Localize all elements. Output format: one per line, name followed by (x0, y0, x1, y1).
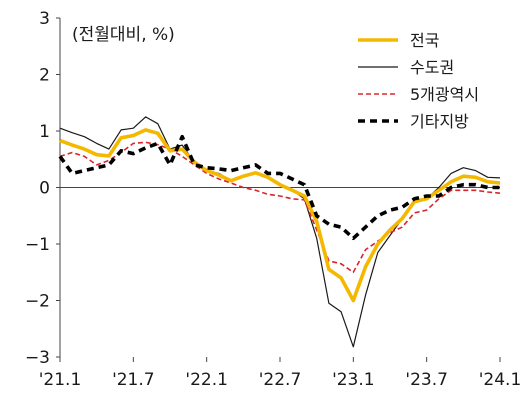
series-line-3 (58, 134, 500, 241)
x-tick-label: '23.1 (332, 370, 375, 390)
series-line-0 (59, 128, 501, 303)
x-tick-label: '21.1 (39, 370, 82, 390)
x-tick-label: '21.7 (112, 370, 155, 390)
y-tick-label: 1 (39, 122, 50, 142)
series-layer (58, 116, 501, 348)
x-tick-label: '22.7 (259, 370, 302, 390)
legend-label-1: 수도권 (410, 58, 454, 77)
x-tick-label: '22.1 (185, 370, 228, 390)
y-tick-label: 2 (39, 66, 50, 86)
x-tick-label: '24.1 (479, 370, 522, 390)
chart-axes: 3 2 1 0 −1 −2 −3'21.1 '21.7 '22.1 '22.7 '23.1 '23.7… (25, 9, 521, 390)
legend-label-0: 전국 (410, 31, 439, 50)
y-tick-label: −2 (25, 292, 50, 312)
y-tick-label: −1 (25, 235, 50, 255)
y-tick-label: 3 (39, 9, 50, 29)
unit-label: (전월대비, %) (72, 25, 175, 45)
y-tick-label: 0 (39, 179, 50, 199)
x-tick-label: '23.7 (405, 370, 448, 390)
series-line-1 (59, 116, 501, 348)
legend-label-3: 기타지방 (410, 112, 469, 131)
y-tick-label: −3 (25, 348, 50, 368)
series-line-2 (59, 141, 501, 274)
legend-label-2: 5개광역시 (410, 85, 479, 104)
